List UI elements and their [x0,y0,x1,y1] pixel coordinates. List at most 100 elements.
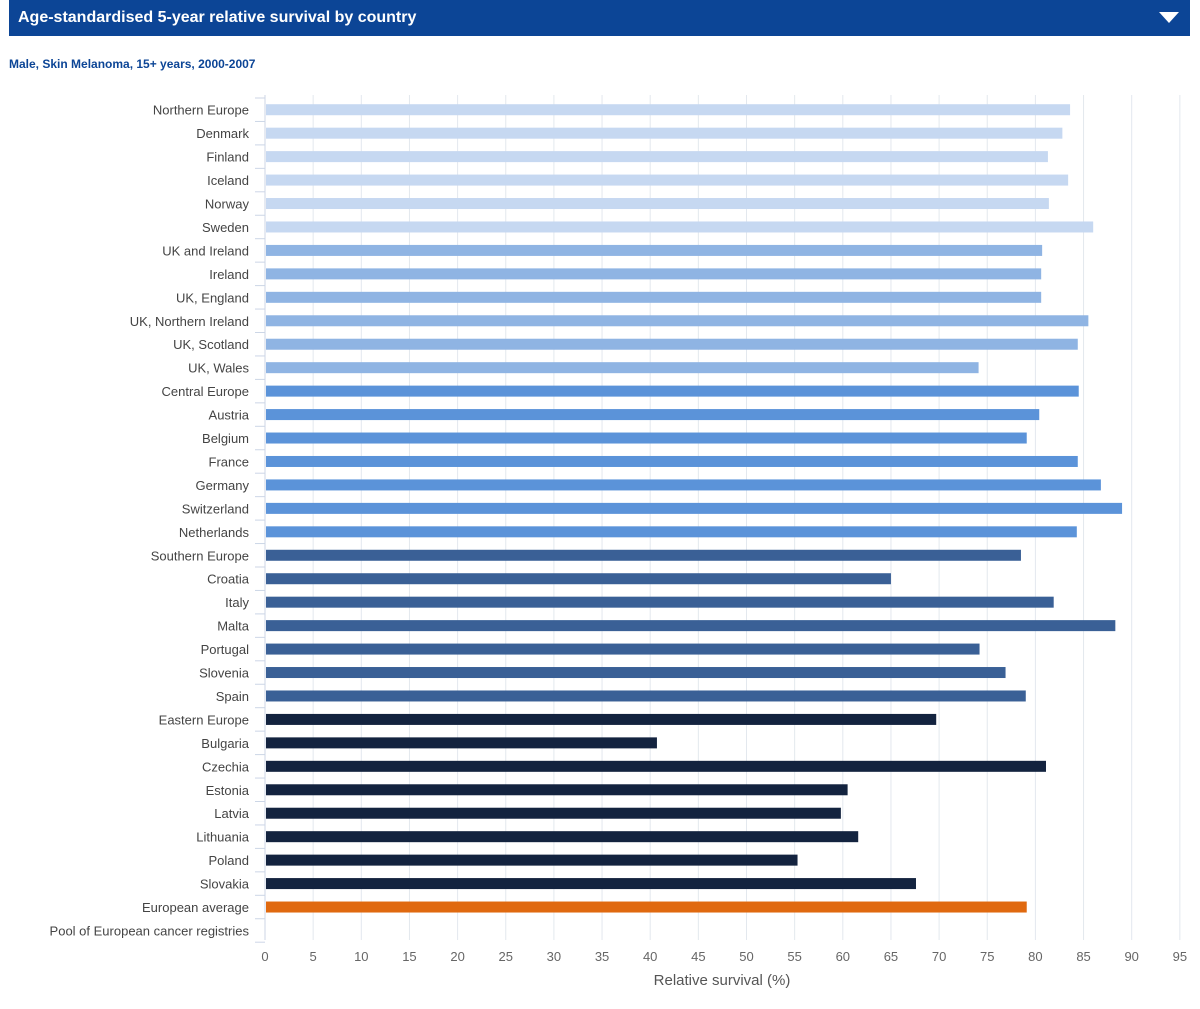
category-label: UK and Ireland [162,243,249,258]
x-tick-label: 40 [643,949,657,964]
category-label: Bulgaria [201,736,249,751]
category-label: Czechia [202,759,250,774]
category-label: Iceland [207,173,249,188]
category-label: Central Europe [162,384,249,399]
chart-title: Age-standardised 5-year relative surviva… [18,9,417,26]
category-label: Slovenia [199,666,250,681]
category-label: Ireland [209,267,249,282]
bar[interactable] [266,174,1069,186]
category-label: Croatia [207,572,250,587]
bar[interactable] [266,596,1054,608]
bar[interactable] [266,901,1027,913]
category-label: Norway [205,197,250,212]
x-tick-label: 45 [691,949,705,964]
category-label: UK, Wales [188,361,249,376]
bar[interactable] [266,667,1006,679]
x-tick-label: 25 [499,949,513,964]
category-label: Southern Europe [151,548,249,563]
x-axis-label: Relative survival (%) [654,972,791,989]
category-label: Northern Europe [153,103,249,118]
x-tick-label: 50 [739,949,753,964]
category-label: Lithuania [196,830,250,845]
bar[interactable] [266,526,1077,538]
x-tick-label: 5 [310,949,317,964]
bar[interactable] [266,620,1116,632]
bar[interactable] [266,221,1094,233]
bar[interactable] [266,104,1071,116]
bar[interactable] [266,385,1079,397]
category-label: Belgium [202,431,249,446]
category-label: Italy [225,595,249,610]
bar[interactable] [266,549,1021,561]
x-tick-label: 55 [787,949,801,964]
category-label: Denmark [196,126,249,141]
x-tick-label: 0 [261,949,268,964]
bar[interactable] [266,643,980,655]
category-label: UK, England [176,290,249,305]
bar[interactable] [266,737,657,749]
x-tick-label: 70 [932,949,946,964]
bar[interactable] [266,690,1026,702]
bar[interactable] [266,713,937,725]
x-tick-label: 75 [980,949,994,964]
bar[interactable] [266,807,841,819]
category-label: Netherlands [179,525,250,540]
x-tick-label: 35 [595,949,609,964]
category-label: Malta [217,619,250,634]
x-tick-label: 95 [1173,949,1187,964]
bar[interactable] [266,198,1049,210]
category-label: UK, Scotland [173,337,249,352]
chart-header[interactable]: Age-standardised 5-year relative surviva… [9,0,1190,36]
bar[interactable] [266,244,1043,256]
x-tick-label: 15 [402,949,416,964]
bar[interactable] [266,502,1123,514]
bar[interactable] [266,338,1078,350]
gridlines [255,95,1181,943]
category-label: Estonia [206,783,250,798]
bar[interactable] [266,268,1042,280]
category-labels: Northern Europe Denmark Finland Iceland Norw… [50,103,250,939]
category-label: Germany [196,478,250,493]
x-tick-label: 65 [884,949,898,964]
category-label: Finland [206,150,249,165]
bar[interactable] [266,315,1089,327]
bar[interactable] [266,760,1046,772]
category-label: Sweden [202,220,249,235]
x-tick-label: 20 [450,949,464,964]
category-label: Poland [209,853,249,868]
x-tick-label: 90 [1124,949,1138,964]
category-label: Latvia [214,806,249,821]
bar[interactable] [266,127,1063,139]
bars [266,104,1123,913]
bar[interactable] [266,455,1078,467]
chevron-down-icon[interactable] [1159,12,1179,23]
bar[interactable] [266,831,859,843]
x-tick-label: 60 [836,949,850,964]
category-label: Pool of European cancer registries [50,923,250,938]
bar[interactable] [266,409,1040,421]
chart-subtitle: Male, Skin Melanoma, 15+ years, 2000-200… [9,57,256,71]
bar[interactable] [266,479,1101,491]
bar[interactable] [266,784,848,796]
x-tick-label: 30 [547,949,561,964]
category-label: Eastern Europe [159,712,249,727]
category-label: UK, Northern Ireland [130,314,249,329]
category-label: France [209,454,249,469]
category-label: Portugal [201,642,250,657]
category-label: Austria [209,408,250,423]
bar[interactable] [266,291,1042,303]
x-tick-label: 80 [1028,949,1042,964]
category-label: European average [142,900,249,915]
category-label: Switzerland [182,501,249,516]
bar[interactable] [266,432,1027,444]
bar[interactable] [266,878,916,890]
bar[interactable] [266,854,798,866]
category-label: Slovakia [200,877,250,892]
bar[interactable] [266,362,979,374]
x-tick-label: 10 [354,949,368,964]
bar[interactable] [266,151,1048,163]
x-tick-label: 85 [1076,949,1090,964]
bar[interactable] [266,573,891,585]
category-label: Spain [216,689,249,704]
